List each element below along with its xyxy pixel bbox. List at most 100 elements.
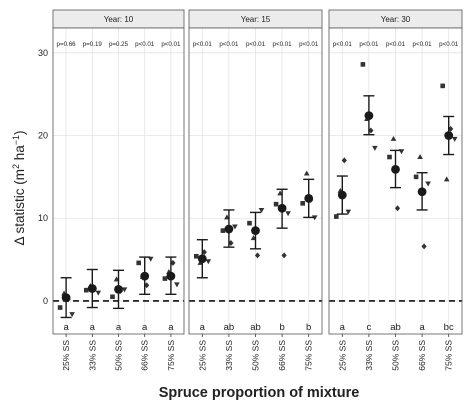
y-axis-title-part: ha xyxy=(12,145,27,164)
p-value-label: p<0.01 xyxy=(439,41,459,48)
data-point xyxy=(147,256,154,262)
significance-letter: ab xyxy=(250,322,261,333)
data-point xyxy=(174,282,180,288)
data-point xyxy=(417,154,423,160)
p-value-label: p=0.25 xyxy=(109,41,129,48)
data-point xyxy=(136,260,141,266)
x-axis-title: Spruce proportion of mixture xyxy=(159,385,360,401)
significance-letter: a xyxy=(63,322,69,333)
data-point xyxy=(162,276,168,281)
p-value-label: p<0.01 xyxy=(273,41,293,48)
significance-letter: a xyxy=(340,322,346,333)
significance-letter: b xyxy=(306,322,311,333)
data-point xyxy=(394,205,401,212)
significance-letter: b xyxy=(279,322,284,333)
x-tick-label: 66% SS xyxy=(417,340,427,371)
significance-letter: a xyxy=(116,322,122,333)
data-point xyxy=(170,259,176,266)
significance-letter: c xyxy=(367,322,372,333)
data-point xyxy=(372,145,378,151)
data-point xyxy=(254,252,261,259)
x-tick-label: 25% SS xyxy=(337,340,347,371)
significance-letter: ab xyxy=(390,322,401,333)
x-tick-label: 33% SS xyxy=(87,340,97,371)
data-point xyxy=(194,253,199,259)
p-value-label: p<0.01 xyxy=(333,41,353,48)
p-value-label: p<0.01 xyxy=(135,41,155,48)
mean-point xyxy=(364,111,374,121)
data-point xyxy=(421,243,427,250)
mean-point xyxy=(87,284,97,293)
data-point xyxy=(57,305,63,310)
mean-point xyxy=(114,284,123,294)
data-point xyxy=(281,252,287,259)
mean-point xyxy=(391,165,400,174)
mean-point xyxy=(140,271,150,281)
significance-letter: a xyxy=(90,322,96,333)
y-axis-title-text: Δ statistic (m2 ha−1) xyxy=(11,130,27,245)
data-point xyxy=(387,154,392,160)
data-point xyxy=(95,290,102,296)
panel-3: Year: 30 p<0.01 a 25% SS p<0.01 c 33% SS p<0.01… xyxy=(328,9,463,371)
panel-title: Year: 30 xyxy=(381,15,411,24)
data-point xyxy=(144,282,150,289)
data-point xyxy=(205,259,212,265)
data-point xyxy=(273,201,279,207)
panel-frame xyxy=(52,27,185,335)
data-point xyxy=(360,62,366,67)
data-point xyxy=(232,224,238,230)
mean-point xyxy=(61,293,71,303)
p-value-label: p<0.01 xyxy=(413,41,433,48)
p-value-label: p=0.66 xyxy=(57,41,77,48)
p-value-label: p<0.01 xyxy=(219,41,239,48)
data-point xyxy=(303,170,310,176)
x-tick-label: 25% SS xyxy=(197,340,207,371)
data-point xyxy=(390,135,397,141)
panel-frame xyxy=(188,27,323,335)
x-tick-label: 50% SS xyxy=(114,340,124,371)
x-tick-label: 33% SS xyxy=(224,340,234,371)
data-point xyxy=(443,176,450,182)
mean-point xyxy=(166,271,176,281)
p-value-label: p=0.19 xyxy=(83,41,103,48)
y-axis-title-part: 2 xyxy=(11,164,21,169)
data-point xyxy=(110,294,115,300)
data-point xyxy=(440,83,445,89)
mean-point xyxy=(417,187,427,197)
x-tick-label: 66% SS xyxy=(140,340,150,371)
data-point xyxy=(300,201,305,206)
p-value-label: p<0.01 xyxy=(193,41,213,48)
x-tick-label: 66% SS xyxy=(277,340,287,371)
mean-point xyxy=(337,190,347,200)
x-tick-label: 25% SS xyxy=(61,340,71,371)
p-value-label: p<0.01 xyxy=(299,41,319,48)
x-tick-label: 75% SS xyxy=(444,340,454,371)
panel-title: Year: 10 xyxy=(104,15,134,24)
significance-letter: a xyxy=(168,322,174,333)
mean-point xyxy=(197,254,207,264)
y-axis-title: Δ statistic (m2 ha−1) xyxy=(11,130,27,245)
data-point xyxy=(258,207,265,213)
x-tick-label: 75% SS xyxy=(166,340,176,371)
y-axis-title-part: Δ statistic (m xyxy=(12,169,27,246)
data-point xyxy=(285,211,291,217)
data-point xyxy=(334,214,339,219)
mean-point xyxy=(251,226,260,236)
significance-letter: ab xyxy=(224,322,235,333)
y-tick-label: 30 xyxy=(38,48,48,58)
data-point xyxy=(413,174,419,180)
p-value-label: p<0.01 xyxy=(386,41,406,48)
data-point xyxy=(451,136,458,142)
panels-group: Year: 10 p=0.66 a 25% SS p=0.19 a 33% SS p=0.25… xyxy=(52,9,463,371)
x-tick-label: 50% SS xyxy=(391,340,401,371)
y-tick-label: 20 xyxy=(38,131,48,141)
data-point xyxy=(425,181,431,187)
panel-frame xyxy=(328,27,463,335)
x-tick-label: 50% SS xyxy=(251,340,261,371)
data-point xyxy=(448,125,454,132)
panel-title: Year: 15 xyxy=(241,15,271,24)
data-point xyxy=(345,209,352,215)
y-axis-title-part: ) xyxy=(12,130,27,135)
mean-point xyxy=(224,224,234,234)
